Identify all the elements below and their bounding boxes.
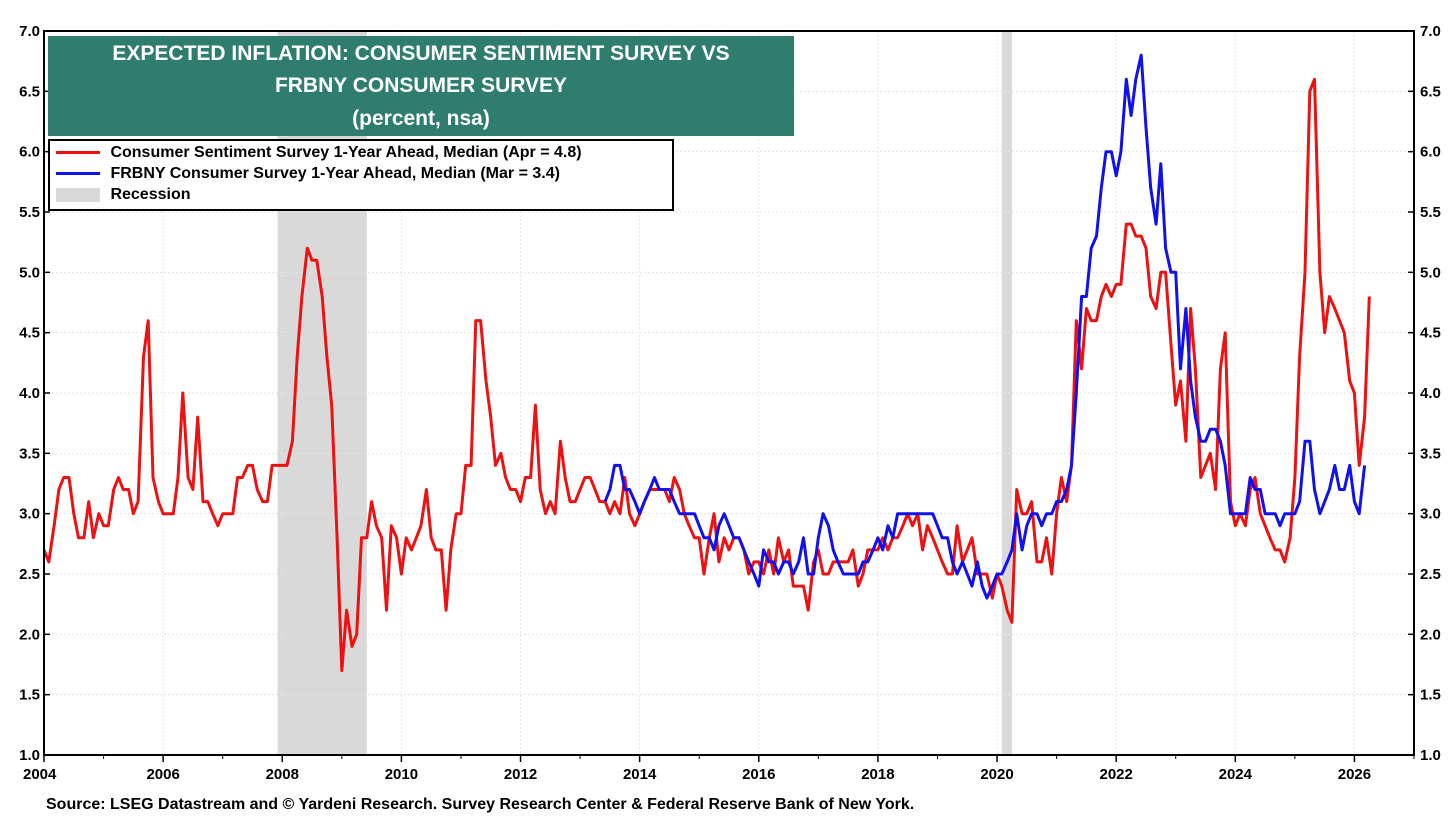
y-tick-label-left: 2.0 [19, 626, 40, 643]
y-tick-label-left: 4.5 [19, 325, 40, 342]
chart-title-box: EXPECTED INFLATION: CONSUMER SENTIMENT S… [48, 36, 794, 136]
y-tick-label-left: 2.5 [19, 566, 40, 583]
data-series [42, 53, 1371, 672]
x-tick-label: 2020 [980, 766, 1013, 783]
y-tick-label-right: 3.0 [1420, 506, 1441, 523]
x-tick-label: 2022 [1099, 766, 1132, 783]
y-tick-label-left: 6.0 [19, 144, 40, 161]
chart-title-line-1: EXPECTED INFLATION: CONSUMER SENTIMENT S… [112, 42, 730, 65]
y-tick-label-left: 5.5 [19, 204, 40, 221]
y-tick-label-left: 5.0 [19, 264, 40, 281]
x-tick-label: 2016 [742, 766, 775, 783]
y-tick-label-right: 2.0 [1420, 626, 1441, 643]
x-tick-label: 2014 [623, 766, 657, 783]
x-tick-label: 2004 [23, 766, 57, 783]
y-tick-label-right: 4.0 [1420, 385, 1441, 402]
source-note: Source: LSEG Datastream and © Yardeni Re… [46, 796, 915, 813]
y-tick-label-right: 1.0 [1420, 747, 1441, 764]
chart-subtitle: (percent, nsa) [352, 107, 490, 130]
legend-swatch-recession [56, 187, 100, 202]
recession-band [1001, 31, 1012, 755]
legend-entry-recession: Recession [56, 185, 191, 205]
x-tick-label: 2008 [266, 766, 299, 783]
legend-label-consumer-sentiment: Consumer Sentiment Survey 1-Year Ahead, … [110, 144, 582, 161]
y-tick-label-left: 1.5 [19, 687, 40, 704]
y-tick-label-right: 3.5 [1420, 445, 1441, 462]
y-tick-label-right: 4.5 [1420, 325, 1441, 342]
y-tick-label-right: 2.5 [1420, 566, 1441, 583]
legend-label-recession: Recession [110, 186, 191, 203]
y-tick-label-right: 5.5 [1420, 204, 1441, 221]
chart-legend: Consumer Sentiment Survey 1-Year Ahead, … [48, 139, 674, 211]
x-tick-label: 2018 [861, 766, 894, 783]
y-tick-label-left: 4.0 [19, 385, 40, 402]
x-tick-label: 2024 [1219, 766, 1253, 783]
legend-swatch-red [56, 151, 100, 155]
legend-swatch-blue [56, 172, 100, 176]
chart-title-line-2: FRBNY CONSUMER SURVEY [274, 74, 568, 97]
y-tick-label-right: 1.5 [1420, 687, 1441, 704]
legend-label-frbny: FRBNY Consumer Survey 1-Year Ahead, Medi… [110, 165, 560, 182]
y-tick-label-left: 3.5 [19, 445, 40, 462]
y-tick-label-right: 5.0 [1420, 264, 1441, 281]
x-tick-label: 2012 [504, 766, 537, 783]
x-tick-label: 2026 [1338, 766, 1371, 783]
y-tick-label-left: 1.0 [19, 747, 40, 764]
legend-entry-frbny: FRBNY Consumer Survey 1-Year Ahead, Medi… [56, 164, 560, 184]
x-tick-label: 2010 [385, 766, 418, 783]
y-tick-label-right: 6.0 [1420, 144, 1441, 161]
y-tick-label-left: 3.0 [19, 506, 40, 523]
legend-entry-consumer-sentiment: Consumer Sentiment Survey 1-Year Ahead, … [56, 143, 582, 163]
x-tick-label: 2006 [146, 766, 179, 783]
y-tick-label-left: 7.0 [19, 23, 40, 40]
axes: 1.0 1.0 1.5 1.5 2.0 2.0 2.5 2.5 3.0 3.0 3.5 3.5 4.0 4… [19, 23, 1441, 783]
y-tick-label-right: 6.5 [1420, 83, 1441, 100]
y-tick-label-right: 7.0 [1420, 23, 1441, 40]
series-line-consumer-sentiment [42, 77, 1371, 672]
y-tick-label-left: 6.5 [19, 83, 40, 100]
series-line-frbny [603, 53, 1367, 600]
